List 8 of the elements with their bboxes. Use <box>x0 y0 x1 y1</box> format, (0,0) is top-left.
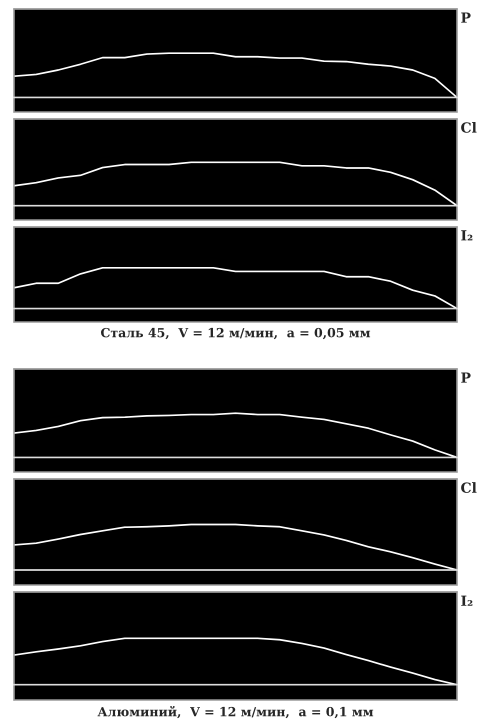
chart-title: P <box>461 372 471 383</box>
chart-title: I₂ <box>461 230 472 240</box>
text: Алюминий, V = 12 м/мин, a = 0,1 мм <box>98 706 374 718</box>
chart-title: Cl <box>461 122 477 133</box>
chart-title: I₂ <box>461 596 472 606</box>
chart-title: Cl <box>461 482 477 493</box>
text: Сталь 45, V = 12 м/мин, a = 0,05 мм <box>100 328 370 340</box>
chart-title: P <box>461 12 471 23</box>
